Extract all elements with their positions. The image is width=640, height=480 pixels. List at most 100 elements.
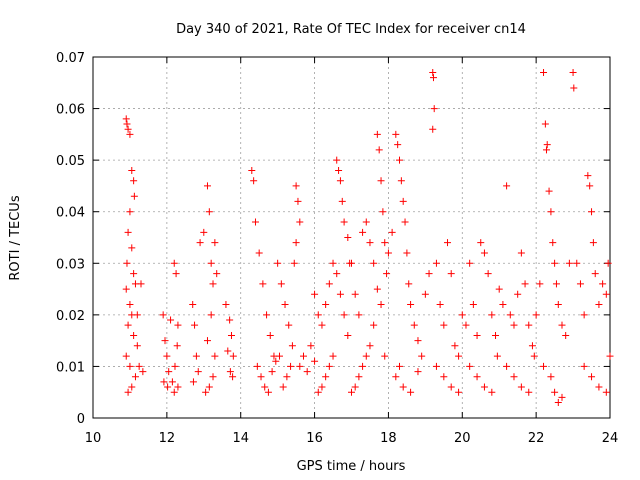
data-point [455,388,463,396]
data-point [362,352,370,360]
data-point [209,373,217,381]
data-point [388,228,396,236]
data-point [432,362,440,370]
data-point [510,321,518,329]
data-point [283,373,291,381]
data-point [469,301,477,309]
data-point [209,280,217,288]
data-point [159,311,167,319]
data-point [333,156,341,164]
data-point [521,280,529,288]
data-point [584,172,592,180]
y-tick-labels: 0 0.01 0.02 0.03 0.04 0.05 0.06 0.07 [56,51,85,427]
data-point [604,259,612,267]
x-tick-label: 10 [85,431,102,446]
data-point [488,311,496,319]
data-point [137,280,145,288]
data-point [311,290,319,298]
data-point [130,331,138,339]
data-point [554,301,562,309]
y-tick-label: 0.04 [56,206,85,221]
data-point [540,68,548,76]
data-point [174,383,182,391]
data-point [248,166,256,174]
data-point [373,130,381,138]
data-point [226,368,234,376]
data-point [429,68,437,76]
x-axis-label: GPS time / hours [297,459,406,474]
data-point [495,285,503,293]
data-point [403,249,411,257]
data-point [401,218,409,226]
data-point [340,311,348,319]
y-tick-label: 0.03 [56,257,85,272]
data-point [340,218,348,226]
data-point [552,280,560,288]
data-point [377,301,385,309]
data-point [565,259,573,267]
data-point [318,321,326,329]
data-point [392,130,400,138]
data-point [303,368,311,376]
data-point [480,383,488,391]
x-tick-labels: 10 12 14 16 18 20 22 24 [85,431,619,446]
data-point [126,130,134,138]
data-point [133,342,141,350]
data-point [421,290,429,298]
data-point [338,197,346,205]
data-point [384,249,392,257]
data-point [473,373,481,381]
data-point [133,311,141,319]
data-point [229,352,237,360]
data-point [440,321,448,329]
data-point [362,218,370,226]
data-point [407,301,415,309]
data-point [458,311,466,319]
data-point [510,373,518,381]
data-point [405,280,413,288]
data-point [336,290,344,298]
data-point [344,331,352,339]
data-point [281,301,289,309]
data-point [285,321,293,329]
x-tick-label: 12 [159,431,176,446]
data-point [128,244,136,252]
data-point [274,259,282,267]
data-point [213,270,221,278]
axis-ticks [92,56,611,419]
data-point [599,280,607,288]
data-point [480,249,488,257]
data-point [189,301,197,309]
data-point [227,331,235,339]
data-point [473,331,481,339]
data-point [296,362,304,370]
data-point [602,290,610,298]
data-point [355,373,363,381]
data-point [264,388,272,396]
data-point [279,383,287,391]
data-point [525,321,533,329]
data-point [261,383,269,391]
data-point [203,337,211,345]
data-point [322,301,330,309]
data-point [329,259,337,267]
data-point [407,388,415,396]
data-point [163,352,171,360]
data-point [207,259,215,267]
x-tick-label: 24 [602,431,619,446]
data-point [429,74,437,82]
data-point [589,239,597,247]
data-point [540,362,548,370]
data-point [126,301,134,309]
data-point [322,373,330,381]
data-point [325,280,333,288]
x-tick-label: 16 [306,431,323,446]
data-point [123,120,131,128]
data-point [124,321,132,329]
data-point [174,321,182,329]
data-point [455,352,463,360]
data-point [207,311,215,319]
data-point [123,259,131,267]
data-point [355,311,363,319]
data-point [314,311,322,319]
